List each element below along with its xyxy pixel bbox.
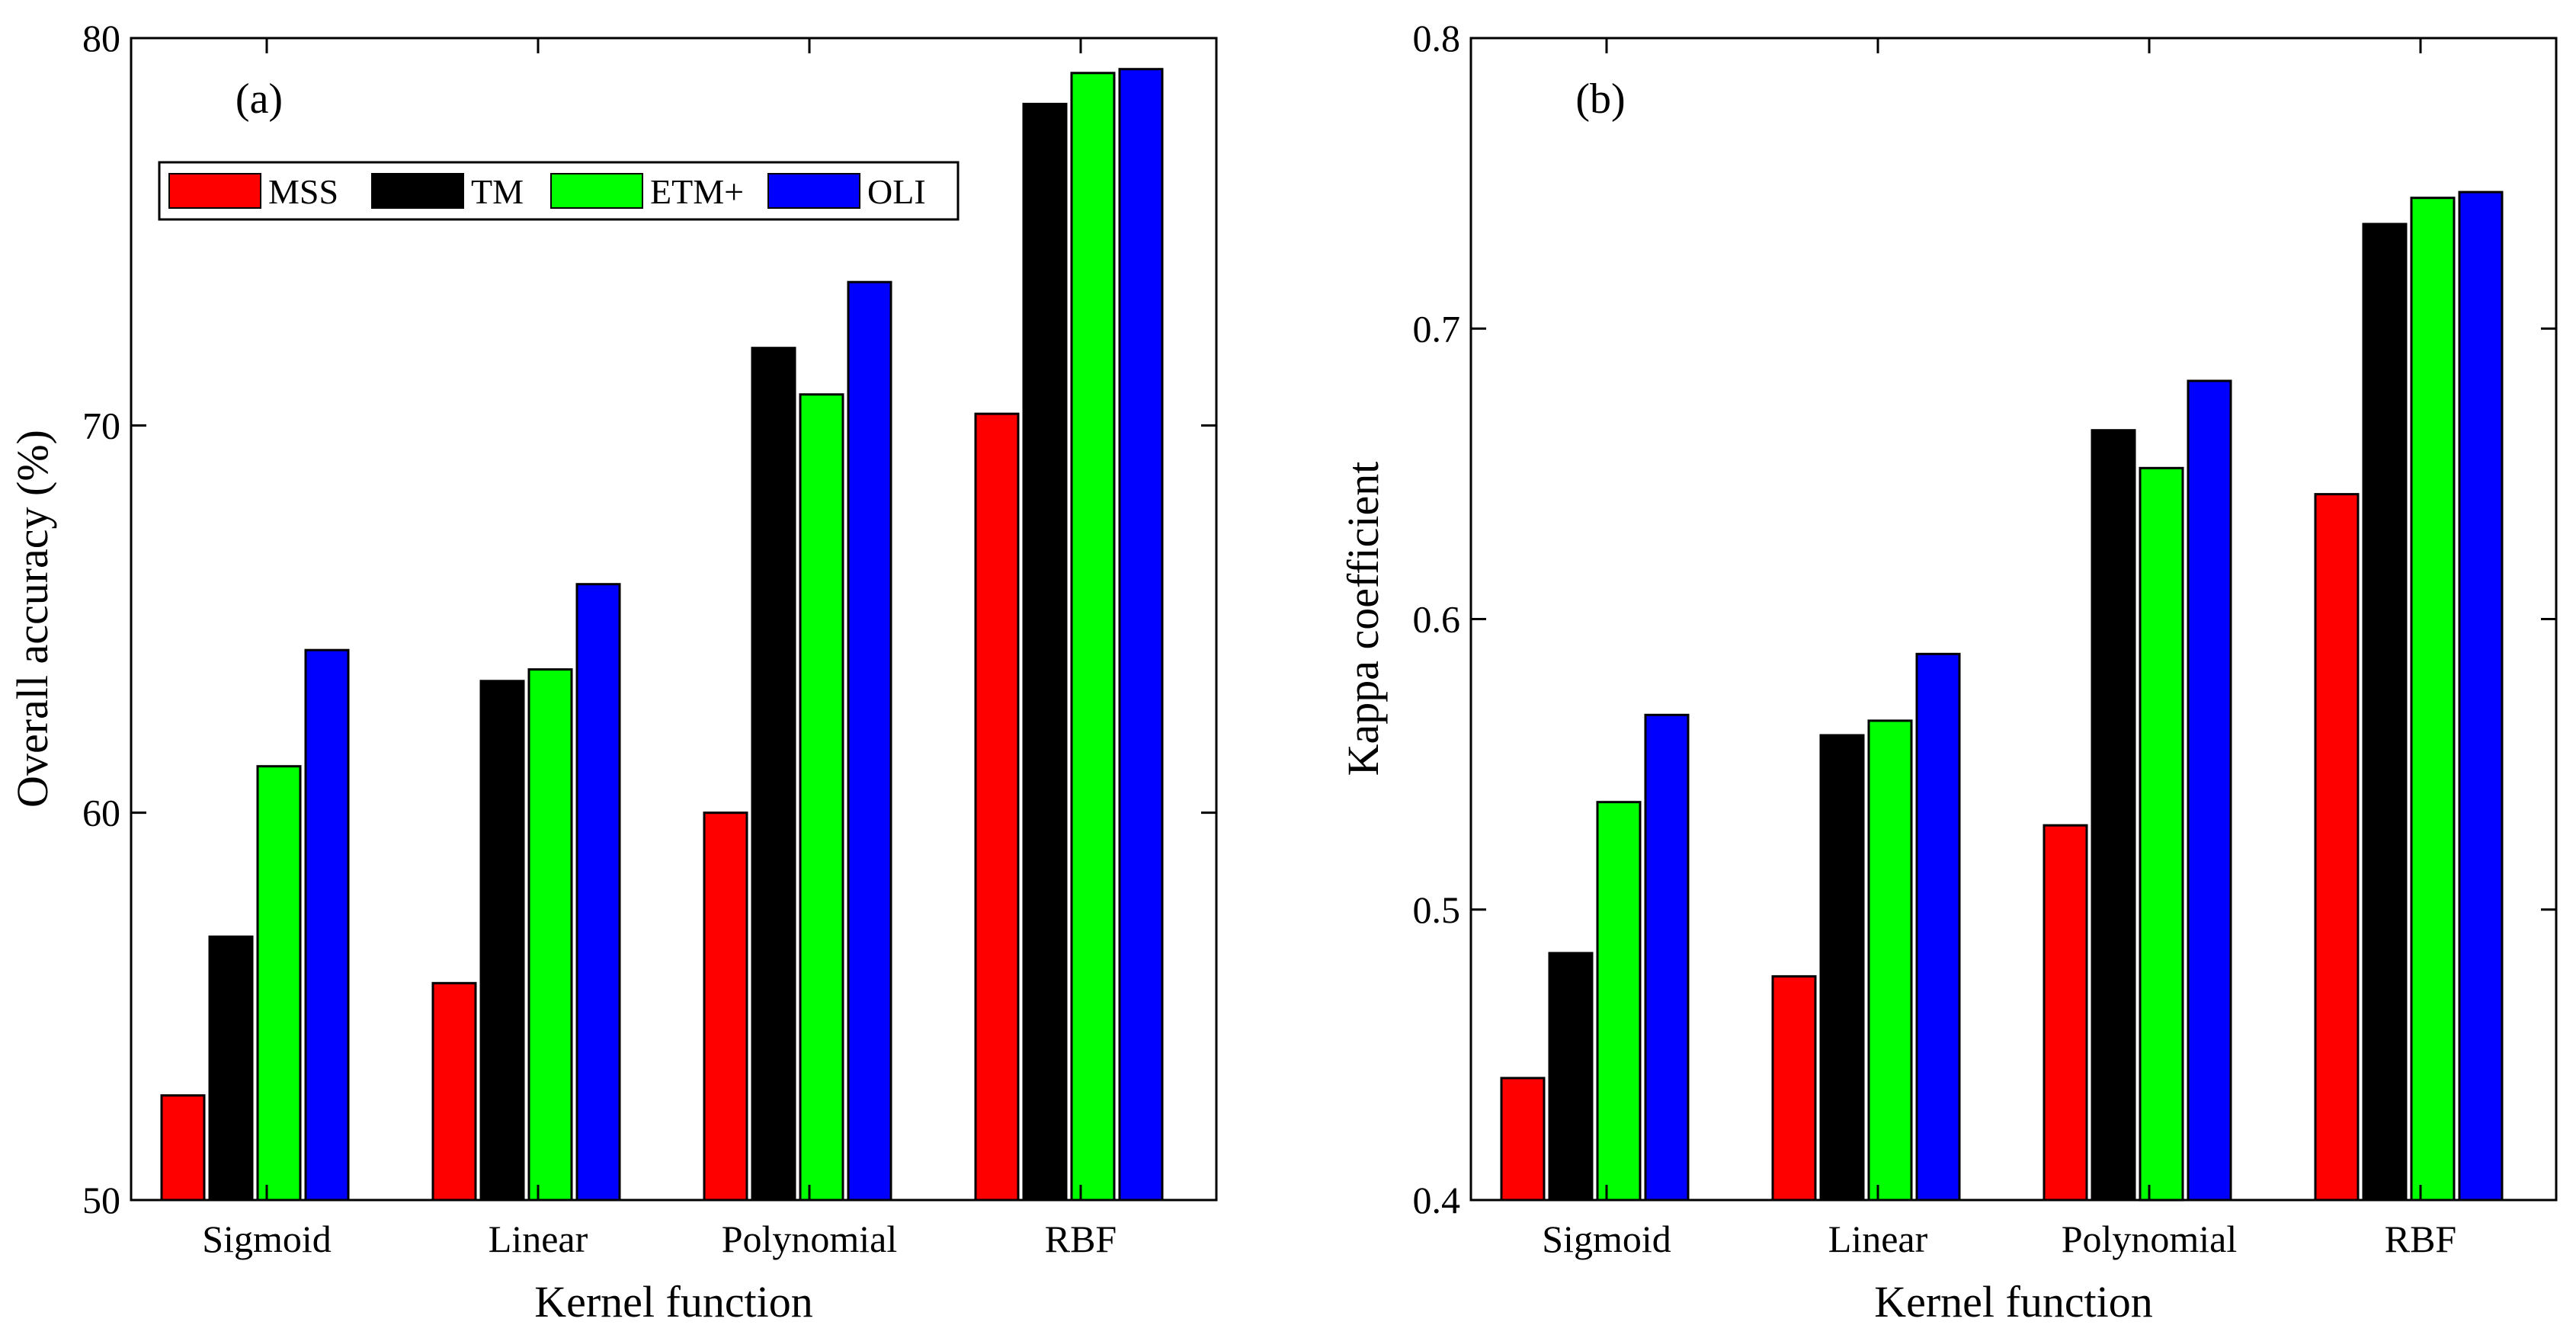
x-axis: Sigmoid Linear Polynomial RBF <box>1542 38 2456 1260</box>
y-tick-label: 50 <box>82 1179 120 1221</box>
bar-oli-linear <box>575 583 621 1202</box>
x-tick-label-sigmoid: Sigmoid <box>202 1218 331 1260</box>
x-tick-label-polynomial: Polynomial <box>2062 1218 2238 1260</box>
x-axis: Sigmoid Linear Polynomial RBF <box>202 38 1117 1260</box>
bar-tm-polynomial <box>2091 429 2136 1202</box>
bar-etm-linear <box>527 668 573 1202</box>
bar-etm-polynomial <box>2139 466 2184 1202</box>
chart-panel-b: 0.4 0.5 0.6 0.7 0.8 Sigmoid Linear Polynomial R… <box>1338 17 2558 1327</box>
legend-swatch-etm <box>550 173 643 209</box>
y-axis: 0.4 0.5 0.6 0.7 0.8 <box>1413 17 2556 1221</box>
bar-mss-linear <box>1771 975 1817 1202</box>
bar-oli-polynomial <box>847 280 892 1202</box>
x-tick-label-linear: Linear <box>489 1218 588 1260</box>
bar-mss-linear <box>431 981 477 1202</box>
y-axis-title: Overall accuracy (%) <box>8 430 57 808</box>
bar-mss-rbf <box>974 412 1020 1202</box>
bar-mss-sigmoid <box>160 1094 206 1202</box>
y-tick-label: 0.5 <box>1413 888 1461 931</box>
bar-mss-polynomial <box>2043 824 2088 1202</box>
bar-etm-rbf <box>1070 72 1116 1202</box>
x-tick-label-rbf: RBF <box>1045 1218 1117 1260</box>
bar-etm-sigmoid <box>1596 801 1642 1202</box>
y-tick-label: 0.7 <box>1413 307 1461 350</box>
bar-oli-rbf <box>2458 190 2504 1202</box>
y-tick-label: 80 <box>82 17 120 59</box>
panel-label: (b) <box>1575 75 1625 123</box>
bar-tm-linear <box>1819 734 1865 1202</box>
x-axis-title: Kernel function <box>534 1277 813 1327</box>
bar-tm-linear <box>479 680 525 1202</box>
legend-label-mss: MSS <box>268 172 338 211</box>
bar-oli-sigmoid <box>1644 713 1690 1202</box>
plot-frame <box>130 37 1218 1202</box>
bar-mss-polynomial <box>703 811 748 1202</box>
legend-swatch-tm <box>371 173 464 209</box>
bar-oli-linear <box>1915 652 1961 1202</box>
bar-mss-sigmoid <box>1500 1077 1546 1202</box>
legend-swatch-mss <box>168 173 261 209</box>
bar-tm-sigmoid <box>1548 952 1594 1202</box>
bar-etm-rbf <box>2410 197 2456 1202</box>
y-tick-label: 0.6 <box>1413 598 1461 641</box>
bar-tm-rbf <box>1022 102 1068 1202</box>
bar-etm-polynomial <box>799 393 844 1202</box>
bar-etm-linear <box>1867 719 1913 1202</box>
x-tick-label-polynomial: Polynomial <box>722 1218 898 1260</box>
panel-label: (a) <box>235 75 283 123</box>
x-tick-label-linear: Linear <box>1828 1218 1928 1260</box>
bar-oli-polynomial <box>2187 379 2232 1202</box>
legend-swatch-oli <box>767 173 860 209</box>
legend: MSS TM ETM+ OLI <box>158 161 960 221</box>
y-tick-label: 0.4 <box>1413 1179 1461 1221</box>
y-tick-label: 0.8 <box>1413 17 1461 59</box>
bar-mss-rbf <box>2314 493 2360 1202</box>
y-axis: 50 60 70 80 <box>82 17 1216 1221</box>
x-tick-label-rbf: RBF <box>2385 1218 2457 1260</box>
bar-tm-polynomial <box>751 347 796 1202</box>
y-tick-label: 70 <box>82 404 120 446</box>
bar-group <box>160 68 1164 1202</box>
legend-label-etm: ETM+ <box>650 172 744 211</box>
legend-label-oli: OLI <box>867 172 926 211</box>
bar-tm-rbf <box>2362 222 2408 1202</box>
x-tick-label-sigmoid: Sigmoid <box>1542 1218 1671 1260</box>
bar-oli-rbf <box>1118 68 1164 1202</box>
legend-label-tm: TM <box>471 172 524 211</box>
bar-tm-sigmoid <box>208 935 254 1202</box>
bar-etm-sigmoid <box>256 765 302 1202</box>
bar-oli-sigmoid <box>304 648 350 1202</box>
y-axis-title: Kappa coefficient <box>1338 462 1388 776</box>
y-tick-label: 60 <box>82 792 120 834</box>
x-axis-title: Kernel function <box>1874 1277 2153 1327</box>
